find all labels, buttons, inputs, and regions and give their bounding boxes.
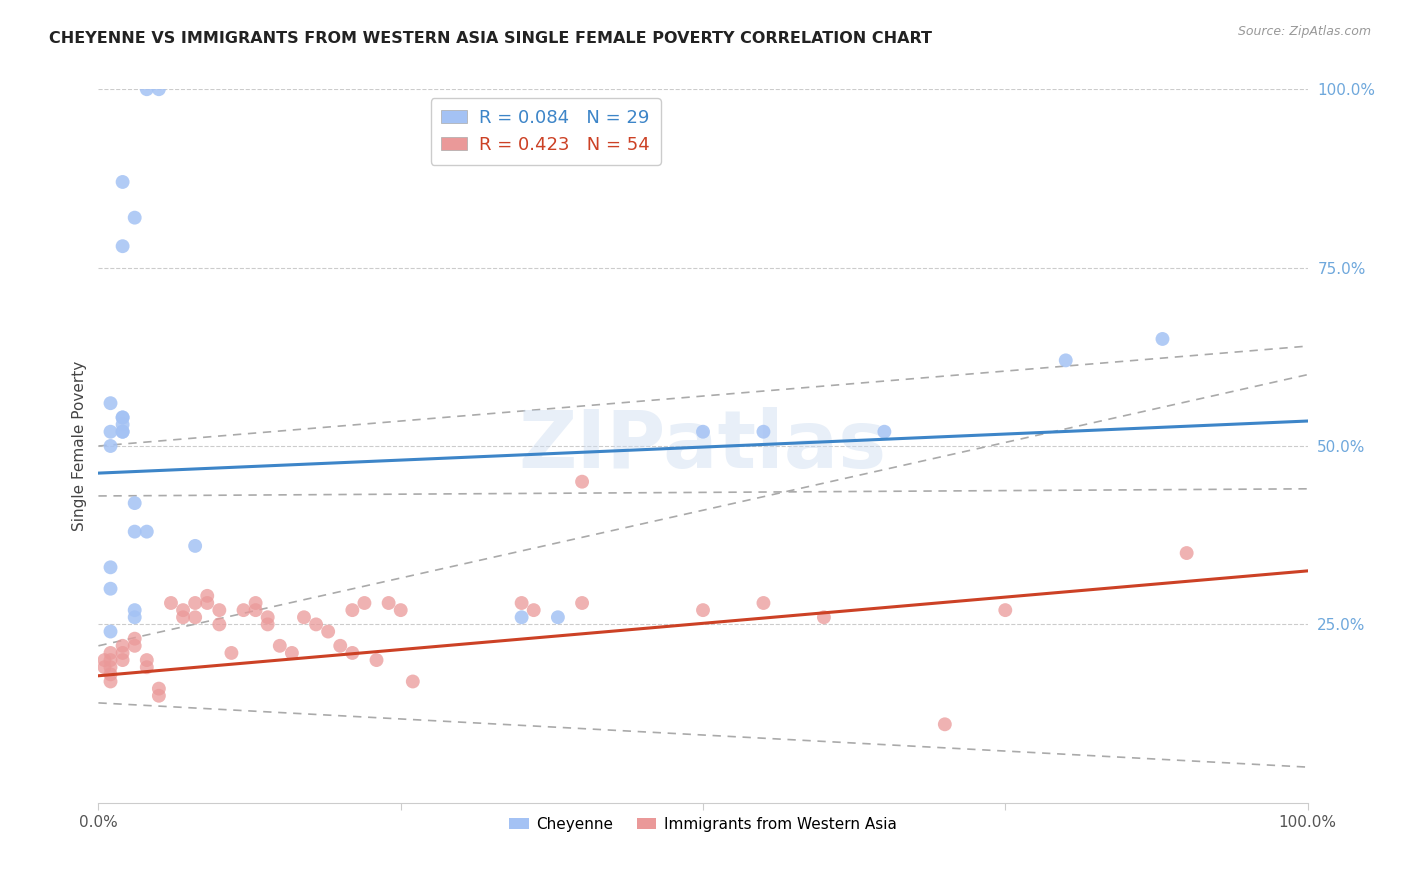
Point [245,603,267,617]
Point [281,646,304,660]
Text: Source: ZipAtlas.com: Source: ZipAtlas.com [1237,25,1371,38]
Point [208,603,231,617]
Point [100,653,122,667]
Point [124,610,146,624]
Point [111,175,134,189]
Legend: Cheyenne, Immigrants from Western Asia: Cheyenne, Immigrants from Western Asia [503,811,903,838]
Point [510,610,533,624]
Point [692,425,714,439]
Point [100,667,122,681]
Point [111,410,134,425]
Point [160,596,183,610]
Point [124,632,146,646]
Point [111,639,134,653]
Point [402,674,425,689]
Point [1175,546,1198,560]
Point [111,653,134,667]
Point [111,425,134,439]
Point [269,639,291,653]
Point [100,425,122,439]
Point [135,524,157,539]
Point [184,596,207,610]
Point [172,603,194,617]
Point [316,624,339,639]
Point [135,653,157,667]
Text: ZIPatlas: ZIPatlas [519,407,887,485]
Point [366,653,388,667]
Point [510,596,533,610]
Point [135,660,157,674]
Point [100,624,122,639]
Y-axis label: Single Female Poverty: Single Female Poverty [72,361,87,531]
Point [752,425,775,439]
Point [172,610,194,624]
Point [111,239,134,253]
Point [342,603,364,617]
Point [232,603,254,617]
Point [389,603,412,617]
Point [245,596,267,610]
Point [100,439,122,453]
Point [111,646,134,660]
Point [148,689,170,703]
Point [377,596,399,610]
Point [523,603,546,617]
Point [571,475,593,489]
Point [994,603,1017,617]
Point [111,410,134,425]
Point [208,617,231,632]
Point [184,539,207,553]
Point [256,617,278,632]
Point [135,82,157,96]
Point [100,560,122,574]
Point [100,660,122,674]
Point [100,396,122,410]
Point [221,646,243,660]
Point [571,596,593,610]
Point [100,582,122,596]
Point [1152,332,1174,346]
Point [292,610,315,624]
Point [547,610,569,624]
Point [124,211,146,225]
Point [111,417,134,432]
Point [124,496,146,510]
Point [148,82,170,96]
Point [256,610,278,624]
Point [100,646,122,660]
Point [195,596,218,610]
Point [934,717,956,731]
Point [124,639,146,653]
Point [752,596,775,610]
Point [692,603,714,617]
Point [93,660,115,674]
Point [342,646,364,660]
Point [813,610,835,624]
Point [124,524,146,539]
Point [111,425,134,439]
Point [93,653,115,667]
Text: CHEYENNE VS IMMIGRANTS FROM WESTERN ASIA SINGLE FEMALE POVERTY CORRELATION CHART: CHEYENNE VS IMMIGRANTS FROM WESTERN ASIA… [49,31,932,46]
Point [124,603,146,617]
Point [184,610,207,624]
Point [148,681,170,696]
Point [353,596,375,610]
Point [329,639,352,653]
Point [873,425,896,439]
Point [195,589,218,603]
Point [305,617,328,632]
Point [100,674,122,689]
Point [1054,353,1077,368]
